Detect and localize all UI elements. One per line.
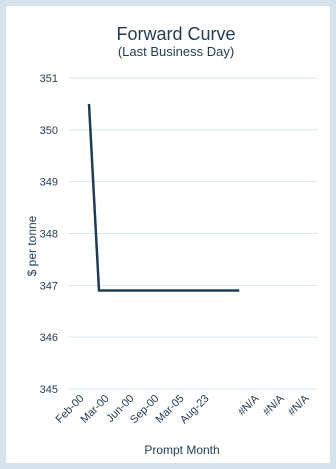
- y-tick-label: 349: [40, 177, 58, 189]
- y-tick-label: 350: [40, 125, 58, 137]
- y-tick-label: 347: [40, 280, 58, 292]
- x-tick-label: #N/A: [286, 392, 312, 418]
- y-tick-label: 345: [40, 384, 58, 396]
- series-line-0: [87, 103, 240, 292]
- y-axis-ticks: 345 346 347 348 349 350 351: [40, 73, 58, 396]
- y-tick-label: 346: [40, 332, 58, 344]
- forward-curve-chart: Forward Curve (Last Business Day) 345 346…: [25, 24, 318, 457]
- chart-frame: Forward Curve (Last Business Day) 345 346…: [6, 6, 330, 463]
- x-axis-title: Prompt Month: [144, 443, 219, 457]
- chart-subtitle: (Last Business Day): [118, 44, 234, 59]
- x-tick-label: #N/A: [236, 392, 262, 418]
- chart-title: Forward Curve: [116, 24, 235, 44]
- y-tick-label: 351: [40, 73, 58, 85]
- gridlines: [68, 77, 318, 390]
- x-tick-label: Mar-00: [78, 393, 111, 426]
- y-axis-title: $ per tonne: [25, 215, 39, 276]
- x-tick-label: #N/A: [261, 392, 287, 418]
- y-tick-label: 348: [40, 229, 58, 241]
- series-group: [87, 103, 240, 292]
